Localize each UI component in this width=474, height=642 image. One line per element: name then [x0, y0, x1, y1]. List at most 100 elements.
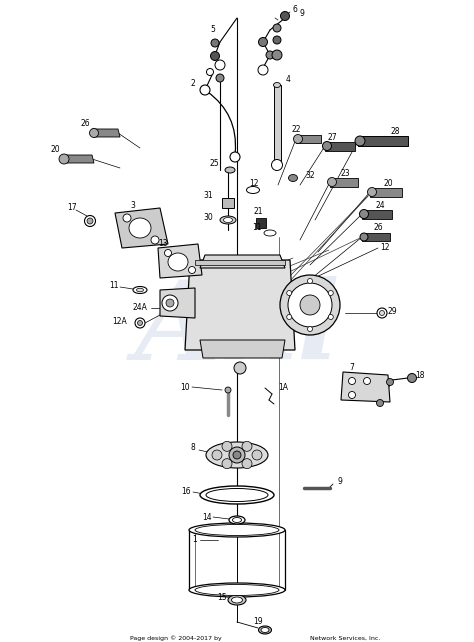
- Ellipse shape: [228, 595, 246, 605]
- Text: Akl: Akl: [134, 276, 340, 384]
- Polygon shape: [160, 288, 195, 318]
- Circle shape: [386, 379, 393, 385]
- Text: 15: 15: [217, 593, 227, 602]
- Circle shape: [308, 279, 312, 284]
- Bar: [256, 218, 266, 228]
- Circle shape: [234, 362, 246, 374]
- Circle shape: [84, 216, 95, 227]
- Ellipse shape: [233, 517, 241, 523]
- Text: 11: 11: [109, 281, 119, 290]
- Circle shape: [87, 218, 93, 224]
- Polygon shape: [115, 208, 168, 248]
- Circle shape: [137, 320, 143, 325]
- Text: 5: 5: [210, 26, 216, 35]
- Bar: [195, 260, 285, 265]
- Circle shape: [376, 399, 383, 406]
- Ellipse shape: [231, 597, 243, 603]
- Circle shape: [215, 60, 225, 70]
- Text: 24A: 24A: [133, 304, 147, 313]
- Bar: [362, 233, 390, 241]
- Ellipse shape: [189, 523, 285, 537]
- Ellipse shape: [246, 186, 259, 193]
- Text: 14: 14: [202, 512, 212, 521]
- Polygon shape: [185, 260, 295, 350]
- Circle shape: [367, 187, 376, 196]
- Ellipse shape: [264, 230, 276, 236]
- Text: 25: 25: [209, 159, 219, 168]
- Circle shape: [380, 311, 384, 315]
- Bar: [330, 178, 358, 187]
- Ellipse shape: [189, 583, 285, 597]
- Text: 11: 11: [252, 223, 262, 232]
- Circle shape: [273, 36, 281, 44]
- Circle shape: [272, 50, 282, 60]
- Circle shape: [59, 154, 69, 164]
- Text: 7: 7: [349, 363, 355, 372]
- Circle shape: [166, 299, 174, 307]
- Bar: [296, 135, 321, 143]
- Circle shape: [273, 24, 281, 32]
- Text: 17: 17: [67, 202, 77, 211]
- Text: 26: 26: [80, 119, 90, 128]
- Circle shape: [222, 458, 232, 469]
- Polygon shape: [158, 244, 202, 278]
- Circle shape: [212, 450, 222, 460]
- Circle shape: [216, 74, 224, 82]
- Text: 9: 9: [300, 10, 304, 19]
- Circle shape: [360, 233, 368, 241]
- Circle shape: [123, 214, 131, 222]
- Polygon shape: [62, 155, 94, 163]
- Circle shape: [252, 450, 262, 460]
- Circle shape: [280, 275, 340, 335]
- Circle shape: [355, 136, 365, 146]
- Ellipse shape: [206, 489, 268, 501]
- Circle shape: [242, 458, 252, 469]
- Circle shape: [161, 305, 167, 311]
- Text: 20: 20: [383, 178, 393, 187]
- Text: 12: 12: [249, 178, 259, 187]
- Circle shape: [210, 51, 219, 60]
- Text: 1: 1: [192, 535, 197, 544]
- Text: 27: 27: [327, 132, 337, 141]
- Circle shape: [272, 159, 283, 171]
- Ellipse shape: [133, 286, 147, 293]
- Ellipse shape: [258, 626, 272, 634]
- Ellipse shape: [225, 167, 235, 173]
- Circle shape: [266, 51, 274, 59]
- Bar: [358, 136, 408, 146]
- Circle shape: [225, 387, 231, 393]
- Polygon shape: [341, 372, 390, 402]
- Circle shape: [258, 37, 267, 46]
- Text: 12A: 12A: [113, 317, 128, 325]
- Circle shape: [359, 209, 368, 218]
- Ellipse shape: [137, 288, 144, 291]
- Text: Page design © 2004-2017 by: Page design © 2004-2017 by: [130, 635, 222, 641]
- Text: 30: 30: [203, 214, 213, 223]
- Bar: [222, 198, 234, 208]
- Circle shape: [287, 315, 292, 320]
- Bar: [274, 85, 281, 165]
- Polygon shape: [200, 340, 285, 358]
- Ellipse shape: [195, 525, 279, 535]
- Circle shape: [328, 315, 333, 320]
- Circle shape: [222, 441, 232, 451]
- Circle shape: [348, 392, 356, 399]
- Text: 26: 26: [373, 223, 383, 232]
- Ellipse shape: [224, 218, 233, 223]
- Circle shape: [211, 39, 219, 47]
- Text: 19: 19: [253, 618, 263, 627]
- Text: 31: 31: [203, 191, 213, 200]
- Text: 13: 13: [158, 238, 168, 248]
- Ellipse shape: [206, 442, 268, 468]
- Text: 21: 21: [253, 207, 263, 216]
- Circle shape: [281, 12, 290, 21]
- Text: 20: 20: [50, 146, 60, 155]
- Text: 32: 32: [305, 171, 315, 180]
- Ellipse shape: [220, 216, 236, 224]
- Circle shape: [90, 128, 99, 137]
- Text: 2: 2: [191, 78, 195, 87]
- Text: 16: 16: [181, 487, 191, 496]
- Text: 23: 23: [340, 168, 350, 177]
- Text: 10: 10: [180, 383, 190, 392]
- Text: Network Services, Inc.: Network Services, Inc.: [310, 636, 380, 641]
